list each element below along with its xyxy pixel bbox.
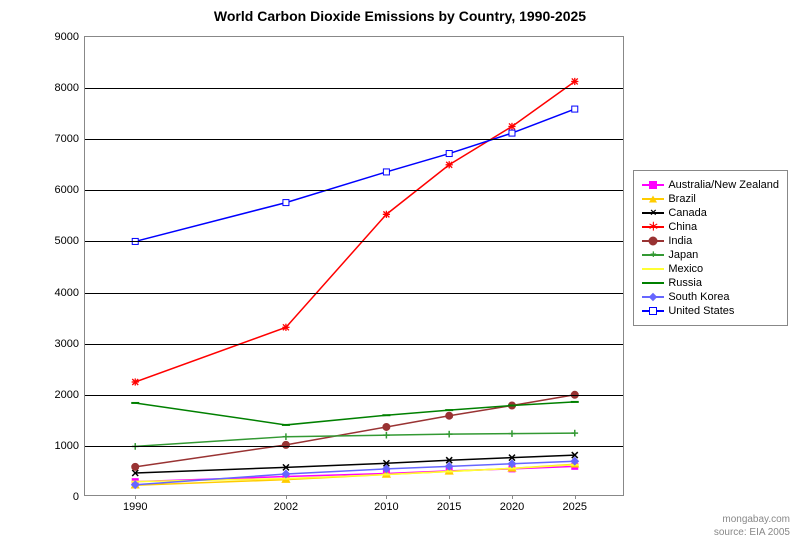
gridline: [85, 190, 623, 191]
legend-label: Mexico: [668, 263, 703, 275]
legend-marker-icon: [649, 237, 658, 246]
series-marker: [383, 423, 390, 430]
legend-item: ＊ China: [642, 221, 779, 233]
legend: Australia/New Zealand Brazil × Canada ＊ China…: [633, 170, 788, 326]
y-tick-label: 3000: [55, 338, 85, 350]
legend-item: India: [642, 235, 779, 247]
legend-swatch: +: [642, 254, 664, 256]
series-marker: [383, 432, 390, 439]
gridline: [85, 293, 623, 294]
y-tick-label: 6000: [55, 184, 85, 196]
x-tick-mark: [135, 495, 136, 499]
series-marker: [571, 78, 578, 85]
legend-marker-icon: [649, 282, 657, 284]
series-marker: [282, 441, 289, 448]
legend-item: + Japan: [642, 249, 779, 261]
x-tick-mark: [575, 495, 576, 499]
legend-item: Russia: [642, 277, 779, 289]
series-marker: [446, 431, 453, 438]
legend-swatch: [642, 296, 664, 298]
series-line: [135, 433, 575, 446]
legend-swatch: [642, 240, 664, 242]
y-tick-label: 1000: [55, 440, 85, 452]
series-marker: [132, 378, 139, 385]
series-marker: [572, 106, 578, 112]
legend-marker-icon: [649, 268, 657, 270]
chart-title: World Carbon Dioxide Emissions by Countr…: [0, 8, 800, 24]
legend-item: × Canada: [642, 207, 779, 219]
legend-label: China: [668, 221, 697, 233]
legend-marker-icon: [649, 307, 657, 315]
series-marker: [508, 123, 515, 130]
series-marker: [446, 151, 452, 157]
y-tick-label: 4000: [55, 287, 85, 299]
legend-label: Brazil: [668, 193, 696, 205]
y-tick-label: 0: [73, 491, 85, 503]
legend-swatch: [642, 198, 664, 200]
chart-container: World Carbon Dioxide Emissions by Countr…: [0, 0, 800, 545]
legend-label: India: [668, 235, 692, 247]
legend-marker-icon: [649, 196, 657, 203]
source-line-2: source: EIA 2005: [714, 526, 790, 539]
legend-item: Brazil: [642, 193, 779, 205]
legend-item: South Korea: [642, 291, 779, 303]
legend-marker-icon: [649, 181, 657, 189]
y-tick-label: 5000: [55, 235, 85, 247]
legend-swatch: ＊: [642, 226, 664, 228]
y-tick-label: 7000: [55, 133, 85, 145]
series-marker: [283, 433, 290, 440]
series-marker: [446, 161, 453, 168]
y-tick-label: 2000: [55, 389, 85, 401]
y-tick-label: 9000: [55, 31, 85, 43]
x-tick-mark: [386, 495, 387, 499]
gridline: [85, 139, 623, 140]
gridline: [85, 395, 623, 396]
y-tick-label: 8000: [55, 82, 85, 94]
source-text: mongabay.com source: EIA 2005: [714, 513, 790, 539]
series-marker: [509, 130, 515, 136]
legend-label: Australia/New Zealand: [668, 179, 779, 191]
series-marker: [571, 430, 578, 437]
gridline: [85, 241, 623, 242]
gridline: [85, 344, 623, 345]
series-marker: [383, 169, 389, 175]
series-marker: [509, 430, 516, 437]
series-marker: [282, 324, 289, 331]
legend-label: Japan: [668, 249, 698, 261]
plot-area: 0100020003000400050006000700080009000199…: [84, 36, 624, 496]
legend-swatch: [642, 268, 664, 270]
legend-item: United States: [642, 305, 779, 317]
legend-label: United States: [668, 305, 734, 317]
legend-marker-icon: [649, 293, 657, 301]
x-tick-mark: [449, 495, 450, 499]
legend-swatch: ×: [642, 212, 664, 214]
source-line-1: mongabay.com: [714, 513, 790, 526]
legend-label: Russia: [668, 277, 702, 289]
legend-label: South Korea: [668, 291, 729, 303]
series-marker: [283, 200, 289, 206]
series-marker: [383, 211, 390, 218]
legend-item: Australia/New Zealand: [642, 179, 779, 191]
series-marker: [446, 412, 453, 419]
legend-label: Canada: [668, 207, 707, 219]
x-tick-mark: [512, 495, 513, 499]
gridline: [85, 446, 623, 447]
legend-swatch: [642, 184, 664, 186]
chart-svg: [85, 37, 623, 495]
gridline: [85, 88, 623, 89]
legend-item: Mexico: [642, 263, 779, 275]
legend-swatch: [642, 310, 664, 312]
series-marker: [132, 463, 139, 470]
legend-swatch: [642, 282, 664, 284]
x-tick-mark: [286, 495, 287, 499]
